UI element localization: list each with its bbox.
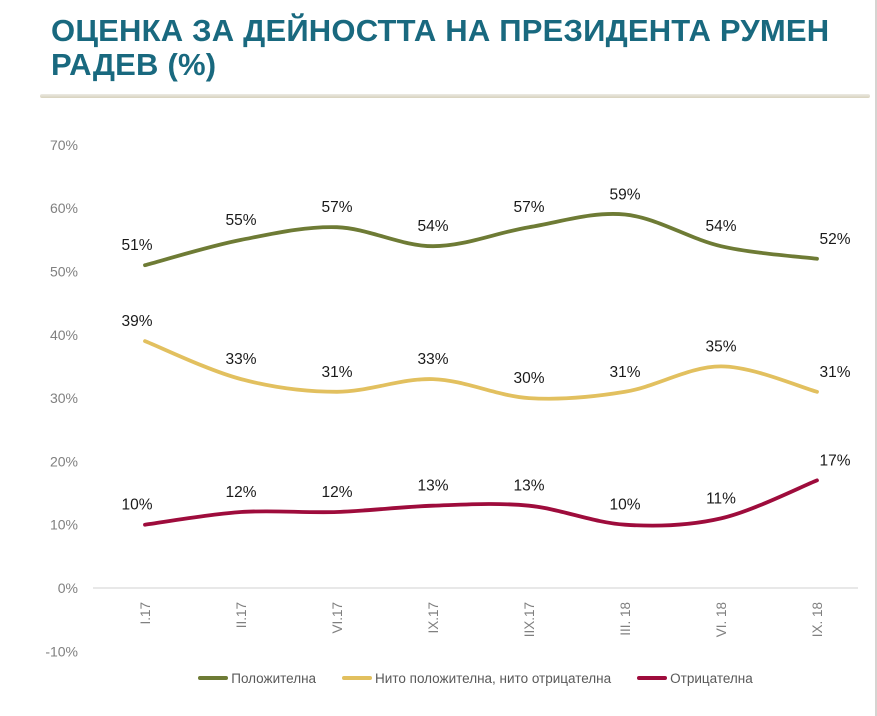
data-label: 13% <box>513 478 544 495</box>
data-label: 52% <box>819 231 850 248</box>
x-tick-label: I.17 <box>138 602 153 625</box>
data-label: 57% <box>321 199 352 216</box>
y-tick-label: 70% <box>50 137 78 153</box>
y-tick-label: 0% <box>58 580 78 596</box>
data-label: 31% <box>609 364 640 381</box>
data-label: 10% <box>609 497 640 514</box>
x-tick-label: II.17 <box>234 602 249 628</box>
x-tick-label: IX. 18 <box>810 602 825 637</box>
x-tick-label: VI. 18 <box>714 602 729 637</box>
y-tick-label: 60% <box>50 200 78 216</box>
y-tick-label: 30% <box>50 390 78 406</box>
series-line <box>143 478 819 528</box>
data-label: 33% <box>225 351 256 368</box>
data-label: 57% <box>513 199 544 216</box>
positive-line-swatch <box>198 676 229 680</box>
data-label: 33% <box>417 351 448 368</box>
data-label: 10% <box>121 497 152 514</box>
series-line <box>143 339 819 401</box>
legend-item-negative: Отрицателна <box>637 671 753 686</box>
legend-label-negative: Отрицателна <box>670 670 753 686</box>
data-label: 39% <box>121 313 152 330</box>
data-label: 12% <box>225 484 256 501</box>
x-tick-label: VI.17 <box>330 602 345 634</box>
data-label: 11% <box>706 490 736 507</box>
data-label: 12% <box>321 484 352 501</box>
data-label: 35% <box>705 338 736 355</box>
data-label: 13% <box>417 478 448 495</box>
chart-legend: Положителна Нито положителна, нито отриц… <box>93 666 858 690</box>
y-tick-label: 50% <box>50 264 78 280</box>
data-label: 31% <box>819 364 850 381</box>
legend-label-positive: Положителна <box>231 670 317 686</box>
data-label: 59% <box>609 187 640 204</box>
data-label: 51% <box>121 237 152 254</box>
series-line <box>143 212 819 268</box>
line-chart-canvas: 70% 60% 50% 40% 30% 20% 10% 0% -10% I.17 II.17 VI.1… <box>45 137 858 659</box>
negative-line-swatch <box>637 676 668 680</box>
x-tick-label: IX.17 <box>426 602 441 634</box>
x-tick-label: III. 18 <box>618 602 633 636</box>
data-label: 31% <box>321 364 352 381</box>
y-tick-label: -10% <box>45 643 78 659</box>
legend-item-neutral: Нито положителна, нито отрицателна <box>342 671 611 686</box>
data-label: 54% <box>417 218 448 235</box>
title-separator <box>40 94 870 98</box>
x-tick-label: IIX.17 <box>522 602 537 637</box>
data-label: 30% <box>513 370 544 387</box>
y-tick-label: 10% <box>50 517 78 533</box>
y-tick-label: 20% <box>50 453 78 469</box>
legend-item-positive: Положителна <box>198 671 316 686</box>
data-label: 17% <box>819 452 850 469</box>
data-label: 55% <box>225 212 256 229</box>
legend-label-neutral: Нито положителна, нито отрицателна <box>375 670 612 686</box>
page-title: ОЦЕНКА ЗА ДЕЙНОСТТА НА ПРЕЗИДЕНТА РУМЕН … <box>51 13 830 82</box>
data-label: 54% <box>705 218 736 235</box>
y-tick-label: 40% <box>50 327 78 343</box>
neutral-line-swatch <box>342 676 373 680</box>
approval-line-chart: 70% 60% 50% 40% 30% 20% 10% 0% -10% I.17 II.17 VI.1… <box>0 120 877 665</box>
